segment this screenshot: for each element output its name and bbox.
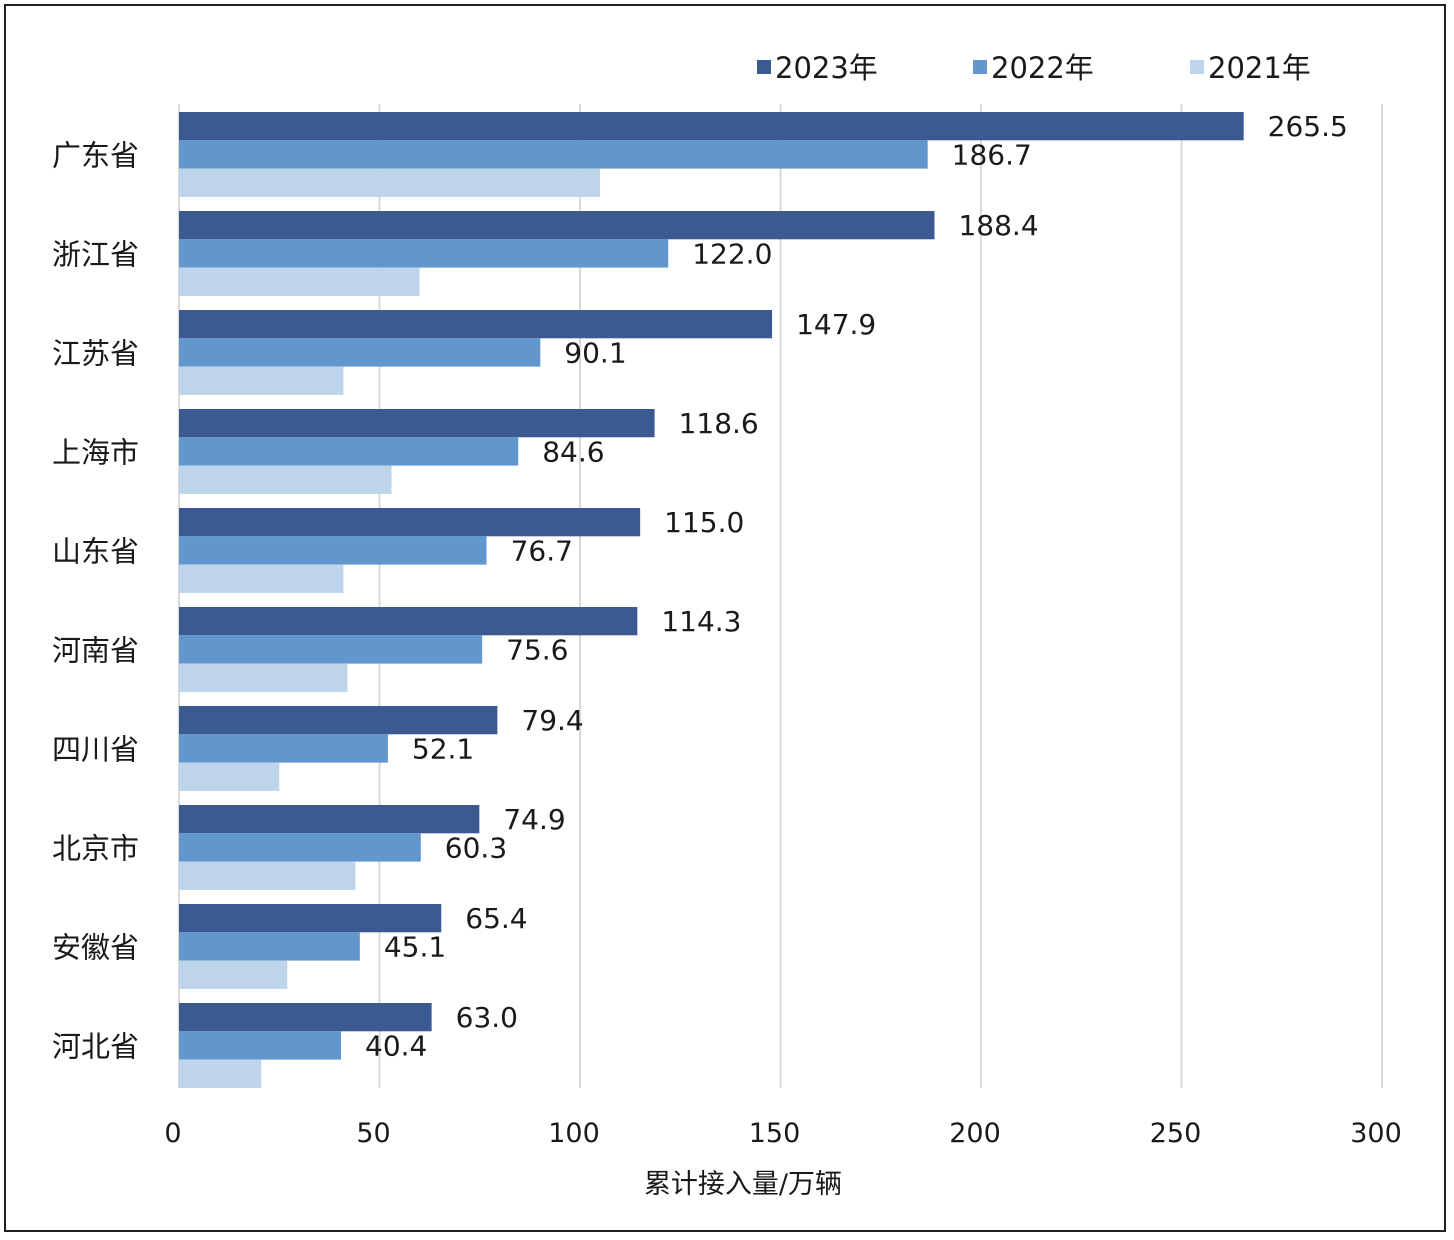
bar-2021 (179, 564, 344, 593)
x-tick-label: 200 (949, 1118, 1001, 1149)
category-label: 河北省 (52, 1029, 139, 1063)
data-label: 63.0 (456, 1001, 518, 1034)
data-label: 75.6 (506, 633, 568, 666)
data-label: 122.0 (692, 237, 772, 270)
bar-2023 (179, 508, 641, 537)
x-axis-title: 累计接入量/万辆 (644, 1169, 842, 1200)
bar-2021 (179, 762, 280, 791)
bar-2023 (179, 805, 480, 834)
data-label: 52.1 (412, 732, 474, 765)
category-label: 山东省 (52, 534, 139, 568)
bar-2023 (179, 310, 773, 339)
bar-2022 (179, 734, 388, 763)
bar-2023 (179, 1003, 432, 1032)
bar-2023 (179, 706, 498, 735)
x-tick-label: 150 (749, 1118, 801, 1149)
bar-2023 (179, 607, 638, 636)
x-tick-label: 300 (1350, 1118, 1402, 1149)
x-tick-label: 250 (1150, 1118, 1202, 1149)
bar-2022 (179, 140, 928, 169)
bar-2022 (179, 239, 669, 268)
data-label: 186.7 (952, 138, 1032, 171)
data-label: 40.4 (365, 1029, 427, 1062)
bar-2021 (179, 366, 344, 395)
data-label: 76.7 (511, 534, 573, 567)
bar-2022 (179, 536, 487, 565)
bar-2023 (179, 211, 935, 240)
legend-swatch (973, 60, 987, 74)
data-label: 60.3 (445, 831, 507, 864)
legend-swatch (1190, 60, 1204, 74)
category-label: 四川省 (52, 732, 139, 766)
category-label: 上海市 (52, 435, 139, 469)
category-label: 安徽省 (52, 930, 139, 964)
x-tick-label: 100 (548, 1118, 600, 1149)
legend-label: 2023年 (775, 51, 878, 85)
bar-2021 (179, 1059, 262, 1088)
data-label: 84.6 (542, 435, 604, 468)
data-label: 147.9 (796, 308, 876, 341)
bar-2021 (179, 960, 288, 989)
bar-2023 (179, 409, 655, 438)
data-label: 115.0 (664, 506, 744, 539)
bar-2021 (179, 168, 601, 197)
bar-2022 (179, 1031, 342, 1060)
legend-label: 2021年 (1208, 51, 1311, 85)
data-label: 265.5 (1268, 110, 1348, 143)
data-label: 45.1 (384, 930, 446, 963)
bar-2022 (179, 932, 360, 961)
category-label: 广东省 (52, 138, 139, 172)
data-label: 118.6 (679, 407, 759, 440)
data-label: 114.3 (661, 605, 741, 638)
bar-2023 (179, 112, 1244, 141)
legend-label: 2022年 (991, 51, 1094, 85)
data-label: 188.4 (958, 209, 1038, 242)
category-label: 河南省 (52, 633, 139, 667)
data-label: 65.4 (465, 902, 527, 935)
x-tick-label: 50 (356, 1118, 390, 1149)
data-label: 79.4 (521, 704, 583, 737)
category-label: 浙江省 (52, 237, 139, 271)
bar-2021 (179, 465, 392, 494)
bar-2021 (179, 267, 420, 296)
bar-2022 (179, 338, 541, 367)
category-label: 江苏省 (52, 336, 139, 370)
bar-2021 (179, 663, 348, 692)
bar-2022 (179, 635, 483, 664)
data-label: 74.9 (503, 803, 565, 836)
bar-2023 (179, 904, 442, 933)
bar-2022 (179, 833, 421, 862)
bar-2021 (179, 861, 356, 890)
category-label: 北京市 (52, 831, 139, 865)
legend-swatch (757, 60, 771, 74)
bar-2022 (179, 437, 519, 466)
data-label: 90.1 (564, 336, 626, 369)
x-tick-label: 0 (164, 1118, 181, 1149)
